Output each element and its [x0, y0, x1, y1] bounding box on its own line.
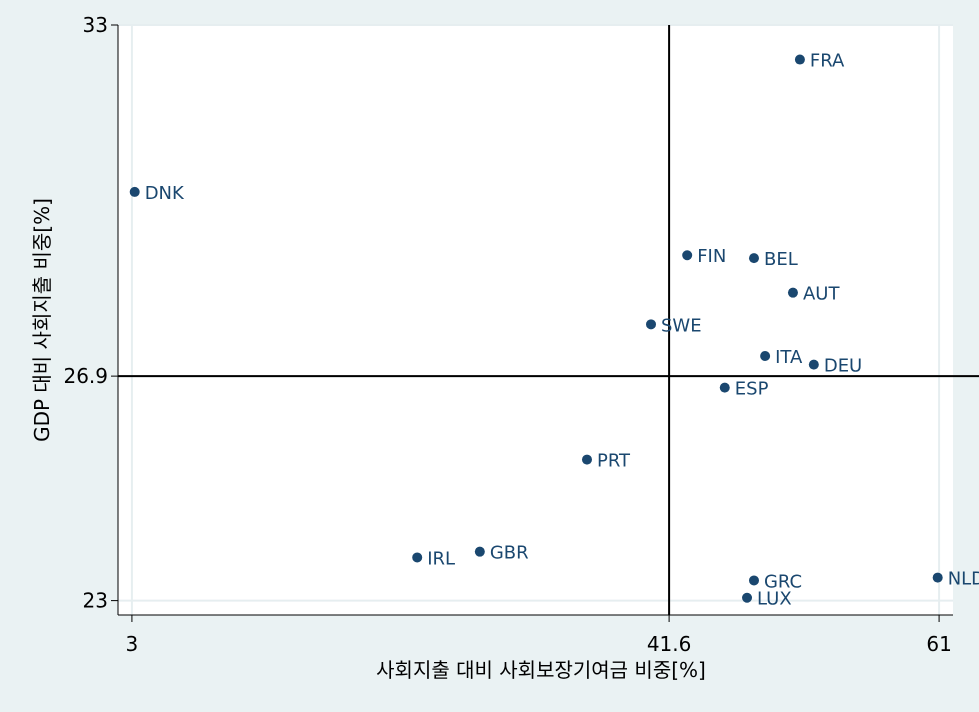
data-point [748, 575, 759, 586]
data-point [787, 287, 798, 298]
point-label: IRL [427, 548, 455, 569]
x-tick-label: 61 [926, 632, 951, 656]
data-point [808, 359, 819, 370]
point-label: DNK [145, 183, 185, 204]
reference-lines [118, 25, 979, 615]
data-point [581, 454, 592, 465]
data-point [682, 250, 693, 261]
data-point [719, 382, 730, 393]
y-tick-label: 23 [83, 589, 108, 613]
data-point [748, 253, 759, 264]
data-point [646, 319, 657, 330]
point-label: FRA [810, 51, 845, 72]
y-axis-title: GDP 대비 사회지출 비중[%] [30, 198, 54, 442]
data-point [474, 546, 485, 557]
data-point [794, 54, 805, 65]
y-tick-label: 26.9 [63, 364, 108, 388]
data-point [932, 572, 943, 583]
point-label: ITA [775, 347, 803, 368]
point-label: GRC [764, 571, 802, 592]
data-point [129, 186, 140, 197]
point-label: LUX [757, 589, 792, 610]
x-axis-title: 사회지출 대비 사회보장기여금 비중[%] [376, 658, 706, 682]
point-label: BEL [764, 249, 798, 270]
plot-area [118, 25, 953, 615]
y-tick-label: 33 [83, 13, 108, 37]
data-point [742, 592, 753, 603]
point-label: PRT [597, 451, 631, 472]
point-label: ESP [735, 379, 769, 400]
point-label: AUT [803, 284, 840, 305]
point-label: SWE [661, 315, 702, 336]
data-point [760, 350, 771, 361]
data-point [412, 552, 423, 563]
x-tick-label: 3 [126, 632, 139, 656]
point-label: FIN [697, 246, 726, 267]
point-label: NLD [948, 569, 979, 590]
point-label: GBR [490, 543, 529, 564]
point-label: DEU [824, 356, 862, 377]
x-tick-label: 41.6 [647, 632, 692, 656]
